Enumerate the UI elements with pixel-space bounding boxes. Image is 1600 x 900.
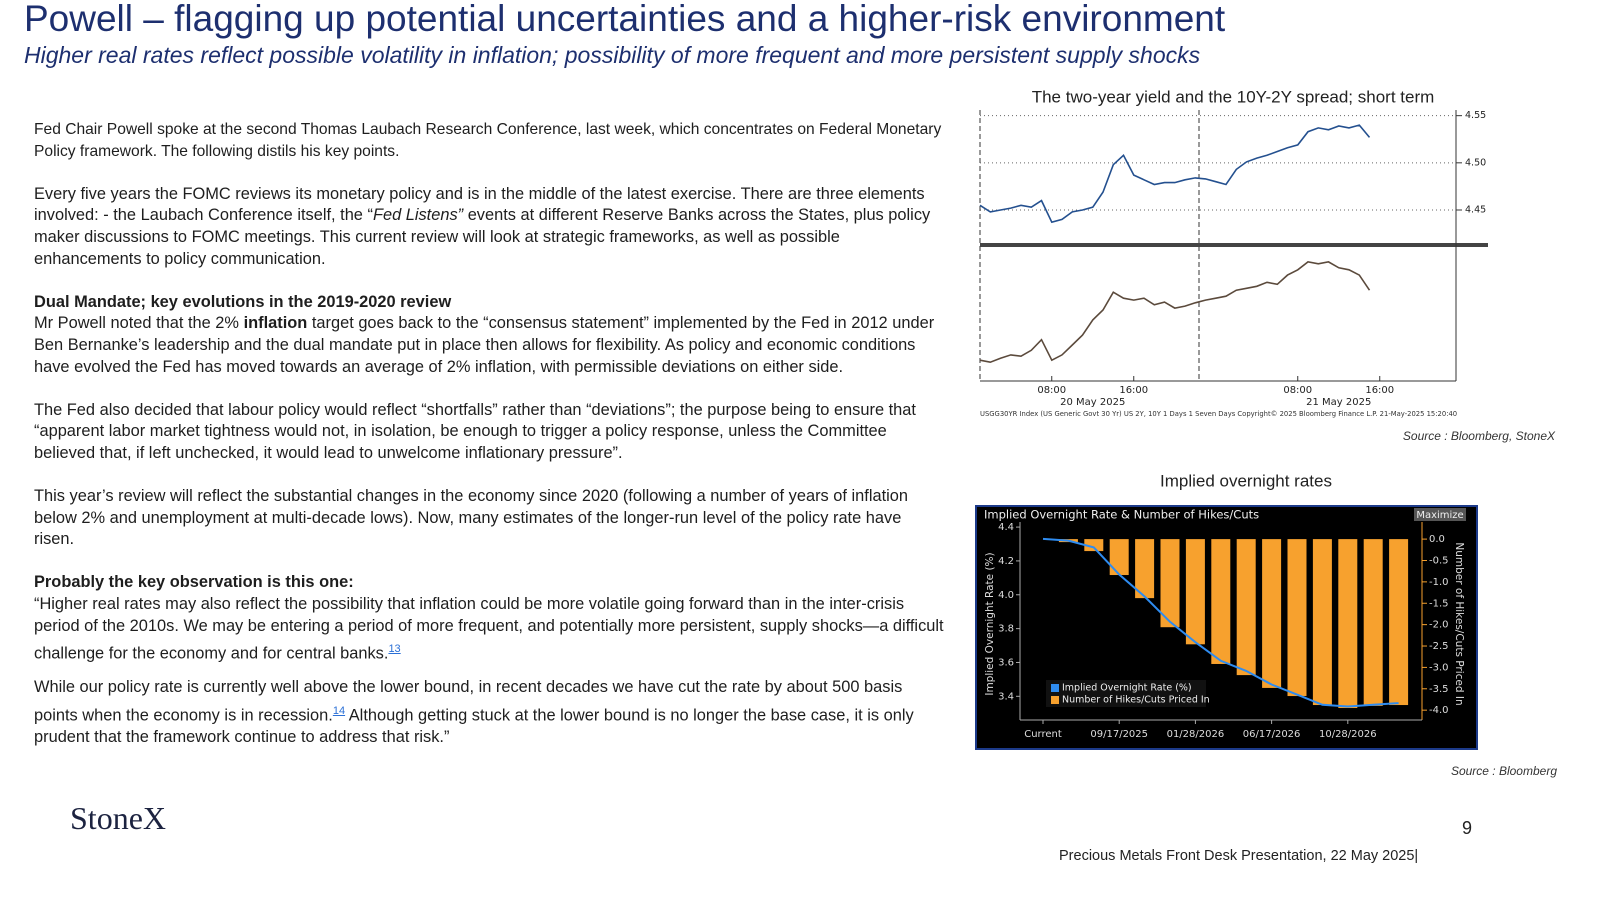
text: The Fed also decided that labour policy … <box>34 400 916 462</box>
text: target goes back to the “consensus state… <box>34 314 935 376</box>
text: Mr Powell noted that the 2% <box>34 314 244 333</box>
x-tick-label: 09/17/2025 <box>1090 729 1148 740</box>
text: “Higher real rates may also reflect the … <box>34 595 944 663</box>
paragraph: Dual Mandate; key evolutions in the 2019… <box>34 292 944 378</box>
y2-tick-label: -3.5 <box>1429 684 1449 695</box>
bar <box>1135 539 1155 599</box>
slide-title: Powell – flagging up potential uncertain… <box>24 0 1226 39</box>
source: Source : Bloomberg <box>1451 764 1557 778</box>
bar <box>1287 539 1307 697</box>
legend-swatch <box>1051 696 1059 704</box>
text: While our policy rate is currently well … <box>34 678 903 725</box>
chart-title: Implied Overnight Rate & Number of Hikes… <box>984 508 1259 522</box>
y2-axis-label: Number of Hikes/Cuts Priced In <box>1453 542 1465 705</box>
y-tick-label: 4.45 <box>1465 204 1486 215</box>
bar <box>1389 539 1409 706</box>
body-text: Fed Chair Powell spoke at the second Tho… <box>34 119 944 770</box>
source: Source : Bloomberg, StoneX <box>1403 429 1556 443</box>
y-axis-label: Implied Overnight Rate (%) <box>984 552 996 695</box>
y-tick-label: 4.55 <box>1465 110 1486 121</box>
x-tick-label: 16:00 <box>1119 385 1148 396</box>
legend-box <box>1046 680 1206 707</box>
x-tick-label: 01/28/2026 <box>1167 729 1225 740</box>
x-tick-label: 06/17/2026 <box>1243 729 1301 740</box>
footer-text: Precious Metals Front Desk Presentation,… <box>1059 848 1419 864</box>
bar <box>1363 539 1383 706</box>
paragraph: While our policy rate is currently well … <box>34 677 944 748</box>
paragraph: Probably the key observation is this one… <box>34 572 944 665</box>
bar <box>1185 539 1205 645</box>
x-group-label: 21 May 2025 <box>1306 397 1371 408</box>
text: Although getting stuck at the lower boun… <box>34 706 914 746</box>
page-number: 9 <box>1462 818 1473 838</box>
y-tick-label: 4.50 <box>1465 157 1486 168</box>
chart-note: USGG30YR Index (US Generic Govt 30 Yr) U… <box>980 410 1457 418</box>
text: Every five years the FOMC reviews its mo… <box>34 184 925 225</box>
paragraph: This year’s review will reflect the subs… <box>34 486 944 551</box>
y-tick-label: 3.8 <box>998 624 1014 635</box>
legend-swatch <box>1051 684 1059 692</box>
legend-label: Number of Hikes/Cuts Priced In <box>1062 695 1210 706</box>
y2-tick-label: -1.0 <box>1429 577 1449 588</box>
x-tick-label: 08:00 <box>1037 385 1066 396</box>
bar <box>1312 539 1332 706</box>
x-tick-label: 08:00 <box>1283 385 1312 396</box>
y-tick-label: 3.4 <box>998 691 1014 702</box>
bar <box>1109 539 1129 576</box>
x-tick-label: Current <box>1024 729 1062 740</box>
bar <box>1236 539 1256 676</box>
paragraph: Fed Chair Powell spoke at the second Tho… <box>34 119 944 162</box>
y2-tick-label: -2.0 <box>1429 620 1449 631</box>
series-line <box>1042 537 1399 708</box>
footnote-link[interactable]: 13 <box>388 643 401 656</box>
chart-caption: Implied overnight rates <box>1160 471 1332 490</box>
bar <box>1160 539 1180 628</box>
button[interactable] <box>1414 508 1466 521</box>
y2-tick-label: -2.5 <box>1429 641 1449 652</box>
slide-subtitle: Higher real rates reflect possible volat… <box>24 42 1201 68</box>
y-tick-label: 4.4 <box>998 522 1014 533</box>
legend-label: Implied Overnight Rate (%) <box>1062 683 1192 694</box>
chart-title: The two-year yield and the 10Y-2Y spread… <box>1032 87 1435 106</box>
x-group-label: 20 May 2025 <box>1060 397 1125 408</box>
logo: StoneX <box>70 800 166 836</box>
paragraph: Every five years the FOMC reviews its mo… <box>34 184 944 270</box>
y2-tick-label: 0.0 <box>1429 534 1445 545</box>
button-label: Maximize <box>1416 510 1463 521</box>
text: This year’s review will reflect the subs… <box>34 487 909 549</box>
bar <box>1211 539 1231 664</box>
y2-tick-label: -3.0 <box>1429 662 1449 673</box>
x-tick-label: 10/28/2026 <box>1319 729 1377 740</box>
y-tick-label: 3.6 <box>998 657 1014 668</box>
series-line <box>979 124 1371 224</box>
y-tick-label: 4.2 <box>998 556 1014 567</box>
heading: Dual Mandate; key evolutions in the 2019… <box>34 292 452 311</box>
bar <box>1262 539 1282 688</box>
bar <box>1338 539 1358 709</box>
y2-tick-label: -1.5 <box>1429 598 1449 609</box>
text: events at different Reserve Banks across… <box>34 206 931 268</box>
footnote-link[interactable]: 14 <box>332 704 346 717</box>
heading: Probably the key observation is this one… <box>34 573 354 592</box>
y2-tick-label: -0.5 <box>1429 555 1449 566</box>
y2-tick-label: -4.0 <box>1429 705 1449 716</box>
text-bold: inflation <box>243 314 308 333</box>
series-line <box>979 261 1371 364</box>
y-tick-label: 4.0 <box>998 590 1014 601</box>
x-tick-label: 16:00 <box>1365 385 1394 396</box>
bar <box>1084 539 1104 552</box>
paragraph: The Fed also decided that labour policy … <box>34 400 944 465</box>
text-italic: Fed Listens” <box>372 206 464 225</box>
text: Fed Chair Powell spoke at the second Tho… <box>34 121 942 160</box>
